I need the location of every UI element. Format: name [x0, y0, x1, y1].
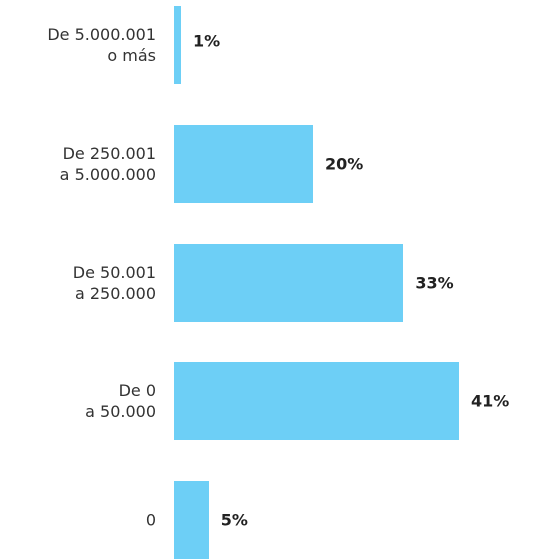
bar — [174, 6, 181, 84]
category-label: 0 — [145, 510, 156, 530]
category-label: De 0 a 50.000 — [85, 381, 156, 422]
category-label: De 5.000.001 o más — [47, 25, 156, 65]
value-label: 1% — [192, 31, 221, 51]
value-label: 20% — [325, 154, 364, 174]
bar — [174, 362, 459, 441]
value-label: 5% — [220, 510, 248, 530]
bar — [174, 124, 313, 203]
bar — [174, 481, 209, 559]
value-label: 33% — [415, 273, 454, 292]
bar — [174, 243, 404, 322]
category-label: De 50.001 a 250.000 — [72, 262, 156, 303]
value-label: 41% — [470, 391, 510, 411]
category-label: De 250.001 a 5.000.000 — [59, 143, 156, 184]
